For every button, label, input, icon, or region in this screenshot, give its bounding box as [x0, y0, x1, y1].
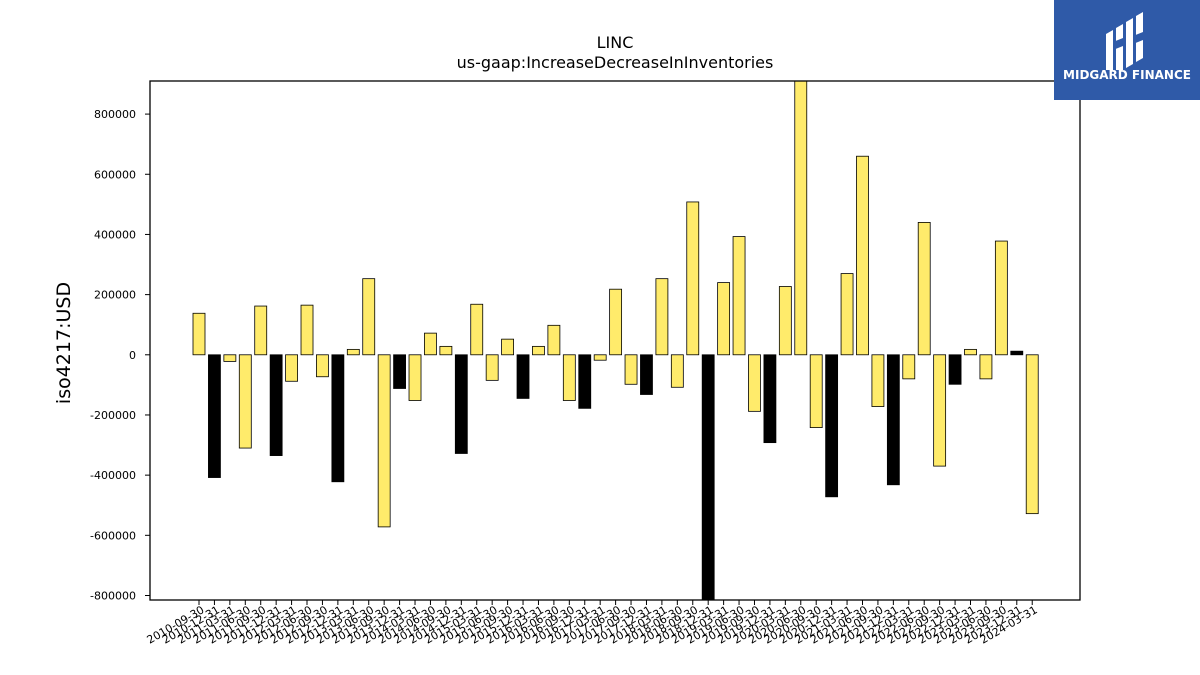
chart-subtitle: us-gaap:IncreaseDecreaseInInventories [457, 53, 774, 72]
bar-2014-06-30 [424, 332, 437, 356]
bar-2012-09-30 [316, 354, 329, 378]
bar-2019-06-30 [732, 236, 746, 356]
bar-2024-03-31 [1025, 354, 1039, 515]
bar-2013-12-31 [393, 354, 406, 389]
bar-2015-06-30 [485, 354, 499, 381]
bar-2012-06-30 [300, 304, 314, 356]
bar-2013-06-30 [362, 278, 376, 356]
bar-2018-06-30 [670, 354, 684, 388]
bar-2013-09-30 [377, 354, 391, 528]
x-axis-ticks: 2010-09-302010-12-312011-03-312011-06-30… [145, 600, 1040, 647]
bar-2014-03-31 [408, 354, 422, 401]
bar-2019-09-30 [748, 354, 761, 412]
bar-2021-03-31 [840, 273, 854, 356]
bar-2017-03-31 [593, 354, 607, 361]
bar-2012-03-31 [285, 354, 298, 382]
y-tick-label: -200000 [90, 409, 136, 422]
bar-2020-12-31 [825, 354, 839, 498]
bar-2011-03-31 [223, 354, 237, 362]
bar-2014-12-31 [454, 354, 468, 454]
midgard-finance-logo: MIDGARD FINANCE [1054, 0, 1200, 100]
y-axis-ticks: -800000 -600000 -400000 -200000 0 200000 40000… [90, 108, 150, 602]
y-tick-label: 0 [129, 349, 136, 362]
bar-2022-09-30 [933, 354, 947, 467]
bar-2023-06-30 [979, 354, 993, 380]
bar-2018-03-31 [655, 278, 669, 356]
bar-2019-03-31 [717, 282, 731, 356]
bar-2021-12-31 [886, 354, 900, 486]
bar-2010-09-30 [192, 312, 206, 356]
y-axis-label: iso4217:USD [53, 282, 75, 404]
bar-2019-12-31 [763, 354, 777, 444]
bar-2015-09-30 [501, 338, 515, 356]
bar-2020-09-30 [809, 354, 823, 429]
bar-2011-12-31 [269, 354, 283, 456]
bar-2020-03-31 [778, 286, 792, 356]
y-tick-label: 200000 [94, 289, 136, 302]
bar-2015-12-31 [516, 354, 530, 399]
plot-area-frame [149, 80, 1081, 601]
bar-2016-03-31 [532, 345, 545, 356]
bar-2016-06-30 [547, 324, 561, 356]
y-tick-label: -600000 [90, 529, 136, 542]
bar-2021-06-30 [856, 155, 869, 356]
bar-2016-09-30 [562, 354, 576, 401]
bar-2020-06-30 [794, 80, 808, 356]
y-tick-label: 400000 [94, 228, 136, 241]
bar-2022-12-31 [948, 354, 962, 385]
bar-2018-09-30 [686, 201, 700, 356]
logo-text: MIDGARD FINANCE [1063, 68, 1191, 82]
bar-2017-12-31 [640, 354, 653, 395]
bar-2017-09-30 [624, 354, 638, 385]
bar-2017-06-30 [609, 288, 623, 356]
bar-2015-03-31 [470, 303, 484, 356]
bars [192, 80, 1039, 601]
bar-2016-12-31 [578, 354, 592, 409]
y-tick-label: -400000 [90, 469, 136, 482]
y-tick-label: -800000 [90, 589, 136, 602]
bar-2022-06-30 [917, 222, 931, 356]
bar-2013-03-31 [346, 348, 360, 356]
bar-2023-09-30 [994, 240, 1008, 356]
y-tick-label: 600000 [94, 168, 136, 181]
bar-2011-09-30 [254, 305, 268, 356]
bar-2021-09-30 [871, 354, 885, 407]
bar-2022-03-31 [902, 354, 916, 380]
bar-2010-12-31 [208, 354, 221, 478]
y-tick-label: 800000 [94, 108, 136, 121]
bar-2012-12-31 [331, 354, 345, 483]
chart-title: LINC [597, 33, 634, 52]
bar-2023-12-31 [1010, 350, 1024, 356]
bar-2011-06-30 [238, 354, 252, 449]
bar-2023-03-31 [964, 348, 977, 356]
bar-2018-12-31 [701, 354, 715, 601]
bar-2014-09-30 [439, 345, 453, 356]
midgard-logo-icon [1106, 12, 1143, 70]
